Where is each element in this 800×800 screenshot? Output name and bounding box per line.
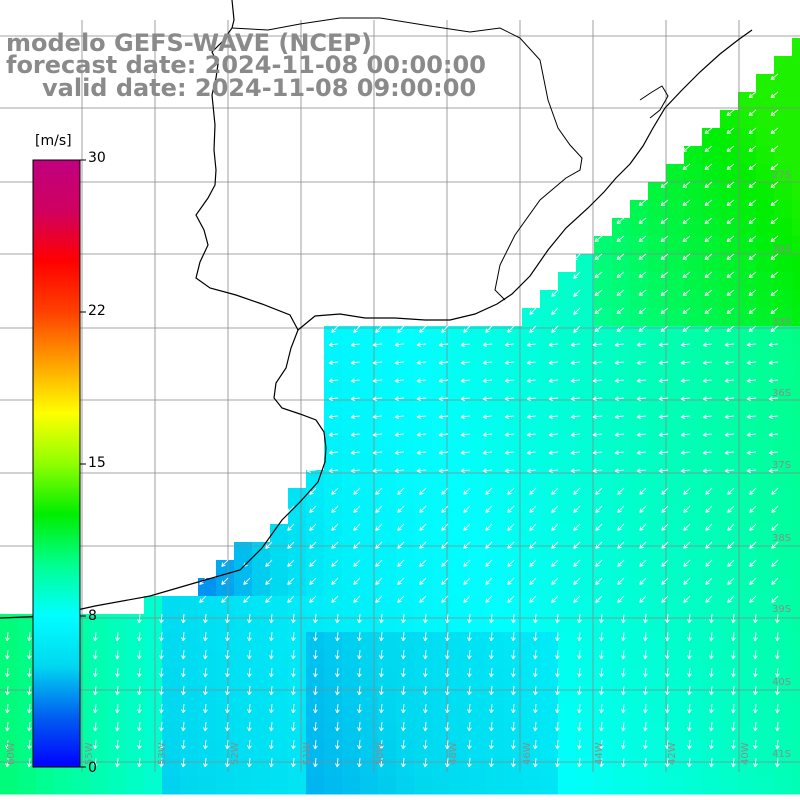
valid-date: valid date: 2024-11-08 09:00:00 bbox=[42, 74, 477, 102]
lat-label: 27S bbox=[772, 170, 791, 181]
colorbar-ticks bbox=[80, 159, 86, 768]
forecast-date: forecast date: 2024-11-08 00:00:00 bbox=[6, 51, 486, 79]
lon-label: 42W bbox=[667, 742, 678, 765]
uruguay-coastline bbox=[297, 29, 753, 331]
colorbar-tick-15: 15 bbox=[88, 455, 106, 471]
colorbar-tick-8: 8 bbox=[88, 608, 97, 624]
lat-label: 30S bbox=[772, 244, 791, 255]
lat-label: 37S bbox=[772, 460, 791, 471]
colorbar bbox=[32, 159, 81, 768]
colorbar-tick-0: 0 bbox=[88, 760, 97, 776]
coastline bbox=[0, 0, 327, 619]
lon-label: 40W bbox=[740, 742, 751, 765]
colorbar-unit: [m/s] bbox=[35, 133, 72, 149]
lon-label: 48W bbox=[448, 742, 459, 765]
lon-label: 51W bbox=[302, 742, 313, 765]
colorbar-tick-30: 30 bbox=[88, 150, 106, 166]
lat-label: 38S bbox=[772, 533, 791, 544]
lat-label: 40S bbox=[772, 677, 791, 688]
lon-label: 50W bbox=[375, 742, 386, 765]
lon-label: 52W bbox=[230, 742, 241, 765]
map-title: modelo GEFS-WAVE (NCEP) bbox=[6, 29, 372, 57]
lon-label: 53W bbox=[157, 742, 168, 765]
lon-label: 46W bbox=[522, 742, 533, 765]
lat-label: 36S bbox=[772, 388, 791, 399]
lat-label: 39S bbox=[772, 604, 791, 615]
lon-label: 60W bbox=[6, 742, 17, 765]
wind-direction-arrows bbox=[5, 73, 780, 768]
border-line bbox=[231, 17, 669, 301]
lat-label: 41S bbox=[772, 749, 791, 760]
lon-label: 55W bbox=[84, 742, 95, 765]
lon-label: 44W bbox=[594, 742, 605, 765]
colorbar-tick-22: 22 bbox=[88, 303, 106, 319]
lat-label: 33S bbox=[772, 317, 791, 328]
